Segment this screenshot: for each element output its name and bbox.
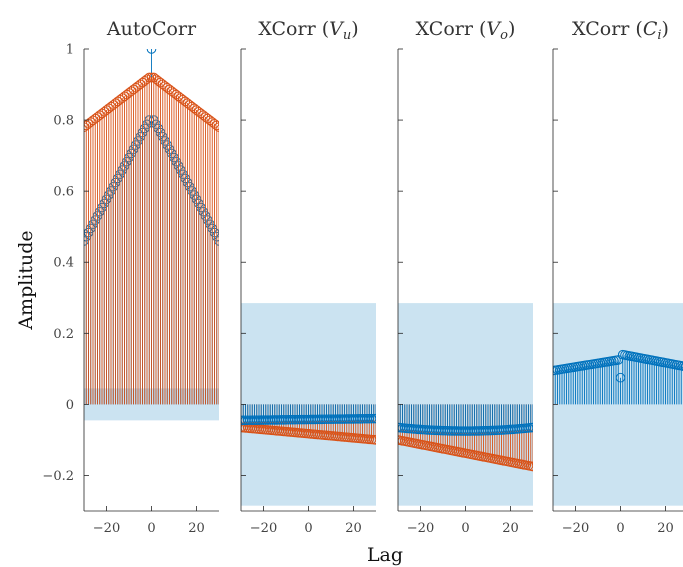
- panel-title: XCorr (Vu): [258, 18, 358, 43]
- x-tick-label: 20: [188, 521, 205, 536]
- y-tick-label: −0.2: [42, 469, 74, 484]
- x-tick-label: 0: [147, 521, 155, 536]
- stem-marker: [368, 413, 376, 424]
- panel-2: −20 0 20 XCorr (Vu): [240, 18, 376, 536]
- stem-marker: [146, 49, 157, 54]
- x-tick-label: −20: [562, 521, 589, 536]
- plot-area: [553, 303, 683, 506]
- y-tick-label: 0.4: [53, 256, 74, 271]
- stem-marker: [214, 122, 219, 132]
- x-tick-label: −20: [407, 521, 434, 536]
- stem-marker: [211, 120, 219, 131]
- stem-marker: [680, 362, 683, 371]
- stem-marker: [371, 413, 376, 424]
- stem-marker: [84, 122, 89, 132]
- panel-title: XCorr (Vo): [416, 18, 516, 43]
- stem-marker: [144, 72, 155, 83]
- stem-marker: [371, 435, 376, 445]
- x-tick-label: 0: [304, 521, 312, 536]
- panel-3: −20 0 20 XCorr (Vo): [397, 18, 533, 536]
- series-blue: [398, 404, 533, 436]
- x-tick-label: 20: [345, 521, 362, 536]
- x-axis-label: Lag: [367, 544, 403, 566]
- stem-marker: [678, 361, 683, 371]
- stem-marker: [366, 413, 376, 424]
- stem-marker: [528, 422, 533, 433]
- stem-marker: [615, 372, 626, 383]
- y-axis-label: Amplitude: [15, 230, 37, 330]
- y-tick-label: 0.8: [53, 114, 74, 129]
- y-tick-label: 1: [66, 43, 74, 58]
- panel-1: −20 0 20 −0.2 0 0.2 0.4 0.6 0.8 1 AutoCorr: [42, 18, 219, 536]
- x-tick-label: 0: [461, 521, 469, 536]
- y-tick-label: 0.6: [53, 185, 74, 200]
- series-orange: [84, 72, 219, 405]
- y-tick-label: 0: [66, 398, 74, 413]
- plot-area: [398, 303, 533, 506]
- y-tick-label: 0.2: [53, 327, 74, 342]
- panel-4: −20 0 20 XCorr (Ci): [552, 18, 683, 536]
- plot-area: [241, 303, 376, 506]
- x-tick-label: −20: [250, 521, 277, 536]
- series-blue: [241, 404, 376, 426]
- panel-title: XCorr (Ci): [572, 18, 669, 43]
- x-tick-label: 0: [616, 521, 624, 536]
- x-tick-label: 20: [502, 521, 519, 536]
- x-tick-label: 20: [657, 521, 674, 536]
- stem-marker: [364, 413, 375, 424]
- confidence-band: [553, 303, 683, 506]
- panel-title: AutoCorr: [106, 18, 197, 40]
- x-tick-label: −20: [93, 521, 120, 536]
- plot-area: [84, 49, 219, 421]
- stem-marker: [528, 461, 533, 472]
